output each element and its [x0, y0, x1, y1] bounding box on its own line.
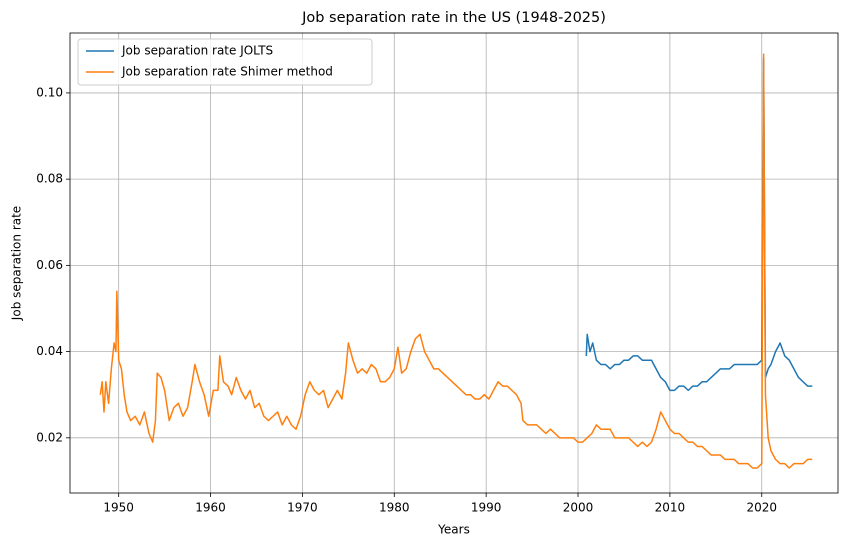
x-axis-label: Years [437, 523, 470, 537]
x-tick-label: 1970 [287, 501, 318, 515]
chart-title: Job separation rate in the US (1948-2025… [301, 10, 606, 26]
series-line [585, 57, 813, 392]
legend-label: Job separation rate JOLTS [121, 44, 273, 58]
axes-frame [69, 32, 839, 494]
y-tick-label: 0.10 [36, 85, 63, 99]
x-tick-label: 2000 [563, 501, 594, 515]
x-tick-label: 1980 [379, 501, 410, 515]
y-tick-label: 0.06 [36, 258, 63, 272]
x-tick-label: 1950 [103, 501, 134, 515]
x-tick-label: 2020 [746, 501, 777, 515]
x-tick-label: 1960 [195, 501, 226, 515]
x-tick-label: 2010 [655, 501, 686, 515]
plot-lines [99, 53, 813, 469]
y-tick-label: 0.02 [36, 430, 63, 444]
y-axis-label: Job separation rate [10, 206, 24, 321]
x-tick-label: 1990 [471, 501, 502, 515]
legend-label: Job separation rate Shimer method [121, 65, 333, 79]
legend: Job separation rate JOLTS Job separation … [77, 38, 373, 86]
legend-box [77, 38, 373, 86]
grid [70, 33, 838, 493]
ticks: 1950 1960 1970 1980 1990 2000 2010 2020 0.02 0.04… [36, 85, 777, 514]
y-tick-label: 0.08 [36, 172, 63, 186]
y-tick-label: 0.04 [36, 344, 63, 358]
series-line [99, 53, 813, 469]
